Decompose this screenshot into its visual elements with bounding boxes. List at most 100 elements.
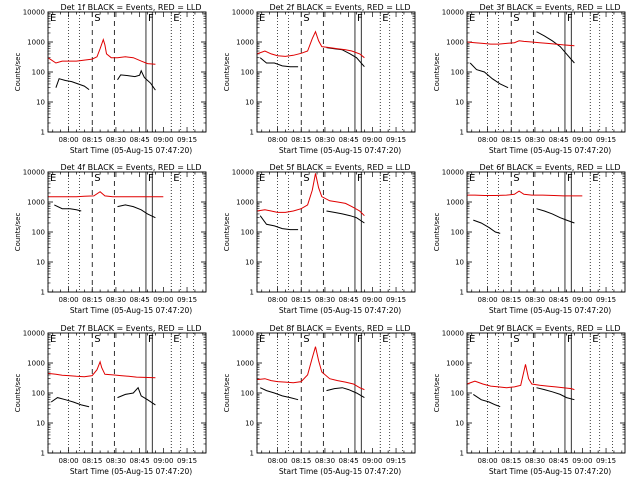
marker-label: E (382, 13, 388, 24)
y-tick-label: 10 (36, 420, 45, 428)
x-axis-label: Start Time (05-Aug-15 07:47:20) (489, 306, 611, 315)
x-tick-label: 08:45 (130, 136, 150, 144)
series-line-events (473, 393, 501, 408)
series-line-events (50, 397, 90, 408)
y-tick-label: 100 (32, 69, 45, 77)
x-tick-label: 08:30 (106, 296, 126, 304)
panel-det-7f: Det 7f BLACK = Events, RED = LLD Counts/s… (14, 324, 207, 476)
series-line-lld (256, 346, 365, 391)
marker-label: E (50, 334, 56, 345)
panel-title: Det 1f BLACK = Events, RED = LLD (60, 3, 201, 12)
x-tick-label: 08:30 (525, 296, 545, 304)
panel-title: Det 9f BLACK = Events, RED = LLD (479, 324, 620, 333)
y-tick-label: 100 (241, 390, 254, 398)
y-tick-label: 10000 (442, 330, 464, 338)
x-axis-label: Start Time (05-Aug-15 07:47:20) (70, 146, 192, 155)
panel-title: Det 4f BLACK = Events, RED = LLD (60, 163, 201, 172)
y-tick-label: 1000 (236, 360, 254, 368)
x-tick-label: 08:00 (267, 457, 287, 465)
x-tick-label: 08:15 (291, 457, 311, 465)
x-tick-label: 09:15 (596, 296, 616, 304)
y-tick-label: 1 (41, 129, 45, 137)
y-tick-label: 1000 (27, 199, 45, 207)
x-tick-label: 09:15 (386, 136, 406, 144)
y-tick-label: 1000 (27, 39, 45, 47)
x-tick-label: 08:45 (130, 457, 150, 465)
y-tick-label: 100 (241, 229, 254, 237)
x-tick-label: 09:00 (362, 457, 382, 465)
series-line-lld (47, 360, 156, 379)
y-tick-label: 10000 (232, 169, 254, 177)
y-tick-label: 10000 (442, 169, 464, 177)
x-tick-label: 08:30 (525, 136, 545, 144)
y-tick-label: 1000 (446, 199, 464, 207)
series-line-events (55, 78, 90, 91)
series-line-events (326, 47, 365, 68)
y-axis-label: Counts/sec (14, 374, 22, 413)
x-tick-label: 08:15 (291, 136, 311, 144)
x-tick-label: 08:15 (82, 457, 102, 465)
x-tick-label: 08:15 (501, 136, 521, 144)
series-line-events (259, 57, 299, 68)
x-tick-label: 09:15 (386, 296, 406, 304)
panel-det-2f: Det 2f BLACK = Events, RED = LLD Counts/s… (223, 3, 416, 155)
x-tick-label: 09:00 (572, 296, 592, 304)
y-tick-label: 1 (41, 450, 45, 458)
y-tick-label: 100 (451, 229, 464, 237)
x-axis-label: Start Time (05-Aug-15 07:47:20) (70, 467, 192, 476)
plot-frame (47, 11, 207, 133)
x-tick-label: 08:00 (58, 457, 78, 465)
series-line-lld (256, 173, 365, 217)
panel-det-5f: Det 5f BLACK = Events, RED = LLD Counts/s… (223, 163, 416, 315)
plot-frame (256, 332, 416, 454)
marker-label: S (513, 13, 519, 24)
y-tick-label: 10 (455, 99, 464, 107)
x-tick-label: 08:45 (339, 136, 359, 144)
series-line-lld (466, 364, 575, 391)
marker-label: F (148, 173, 154, 184)
series-line-events (117, 204, 156, 219)
x-axis-label: Start Time (05-Aug-15 07:47:20) (70, 306, 192, 315)
plot-frame (47, 171, 207, 293)
marker-label: E (259, 334, 265, 345)
series-line-events (117, 386, 156, 406)
x-tick-label: 08:15 (291, 296, 311, 304)
y-tick-label: 10 (455, 259, 464, 267)
series-line-lld (466, 40, 575, 47)
x-tick-label: 09:00 (572, 457, 592, 465)
plot-frame (47, 332, 207, 454)
marker-label: S (513, 334, 519, 345)
x-tick-label: 08:15 (82, 136, 102, 144)
y-tick-label: 10 (245, 420, 254, 428)
x-tick-label: 08:30 (525, 457, 545, 465)
x-tick-label: 09:00 (153, 296, 173, 304)
series-line-events (117, 69, 156, 91)
y-tick-label: 100 (241, 69, 254, 77)
series-line-events (536, 387, 575, 401)
panel-det-6f: Det 6f BLACK = Events, RED = LLD Counts/s… (433, 163, 626, 315)
panel-det-3f: Det 3f BLACK = Events, RED = LLD Counts/s… (433, 3, 626, 155)
x-tick-label: 08:45 (549, 136, 569, 144)
x-tick-label: 08:00 (477, 136, 497, 144)
marker-label: E (469, 334, 475, 345)
marker-label: F (357, 173, 363, 184)
marker-label: E (382, 334, 388, 345)
x-tick-label: 08:00 (477, 296, 497, 304)
plot-frame (256, 11, 416, 133)
marker-label: E (173, 173, 179, 184)
series-line-events (326, 210, 365, 224)
x-tick-label: 09:00 (572, 136, 592, 144)
y-tick-label: 1000 (27, 360, 45, 368)
x-tick-label: 08:00 (267, 296, 287, 304)
y-tick-label: 1 (250, 289, 254, 297)
y-axis-label: Counts/sec (433, 374, 441, 413)
x-tick-label: 08:15 (501, 457, 521, 465)
series-line-events (536, 208, 575, 224)
marker-label: S (303, 334, 309, 345)
marker-label: E (50, 13, 56, 24)
marker-label: E (469, 13, 475, 24)
x-tick-label: 09:15 (386, 457, 406, 465)
marker-label: F (357, 334, 363, 345)
panel-title: Det 5f BLACK = Events, RED = LLD (269, 163, 410, 172)
y-axis-label: Counts/sec (223, 374, 231, 413)
